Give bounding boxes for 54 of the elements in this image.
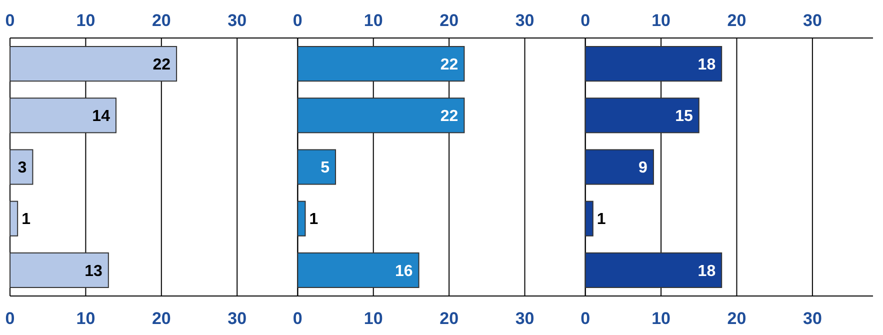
data-label: 5 — [320, 160, 330, 177]
x-tick-label: 10 — [652, 309, 670, 328]
x2-tick-label: 0 — [5, 11, 15, 30]
bar — [297, 200, 306, 236]
bar — [584, 200, 594, 236]
x-tick-label: 0 — [5, 309, 15, 328]
data-label: 1 — [22, 211, 31, 228]
x2-tick-label: 0 — [292, 11, 302, 30]
bar — [10, 98, 116, 134]
x-tick-label: 10 — [76, 309, 96, 328]
data-label: 22 — [440, 108, 458, 125]
x-tick-label: 0 — [580, 309, 590, 328]
data-label: 1 — [309, 211, 318, 228]
data-label: 14 — [92, 108, 110, 125]
data-label: 18 — [698, 262, 716, 280]
x2-tick-label: 30 — [228, 11, 247, 30]
bar — [10, 252, 109, 288]
x-tick-label: 20 — [440, 309, 459, 328]
bar — [584, 252, 722, 288]
data-label: 22 — [440, 56, 458, 74]
bar — [297, 252, 420, 288]
bar — [10, 149, 34, 185]
bar — [297, 46, 465, 82]
x2-tick-label: 30 — [802, 11, 822, 30]
bar — [297, 98, 465, 134]
bar — [584, 98, 700, 134]
bar — [297, 149, 336, 185]
x2-tick-label: 20 — [440, 11, 459, 30]
x-tick-label: 20 — [727, 309, 746, 328]
data-label: 16 — [394, 262, 413, 280]
bar — [10, 46, 178, 82]
data-label: 1 — [596, 211, 606, 228]
x-tick-label: 0 — [292, 309, 302, 328]
x2-tick-label: 10 — [652, 11, 670, 30]
x2-tick-label: 20 — [152, 11, 171, 30]
x-tick-label: 30 — [515, 309, 534, 328]
bar — [584, 46, 722, 82]
x-tick-label: 10 — [364, 309, 383, 328]
x2-tick-label: 10 — [364, 11, 383, 30]
data-label: 3 — [18, 160, 27, 177]
bar — [10, 200, 18, 236]
x-tick-label: 30 — [228, 309, 247, 328]
bar — [584, 149, 654, 185]
data-label: 9 — [638, 160, 648, 177]
data-label: 15 — [675, 108, 693, 125]
data-label: 18 — [698, 56, 716, 74]
x-tick-label: 20 — [152, 309, 171, 328]
data-label: 22 — [152, 56, 171, 74]
x2-tick-label: 0 — [580, 11, 590, 30]
x-tick-label: 30 — [802, 309, 822, 328]
x2-tick-label: 10 — [76, 11, 96, 30]
x2-tick-label: 20 — [727, 11, 746, 30]
x2-tick-label: 30 — [515, 11, 534, 30]
data-label: 13 — [84, 262, 103, 280]
